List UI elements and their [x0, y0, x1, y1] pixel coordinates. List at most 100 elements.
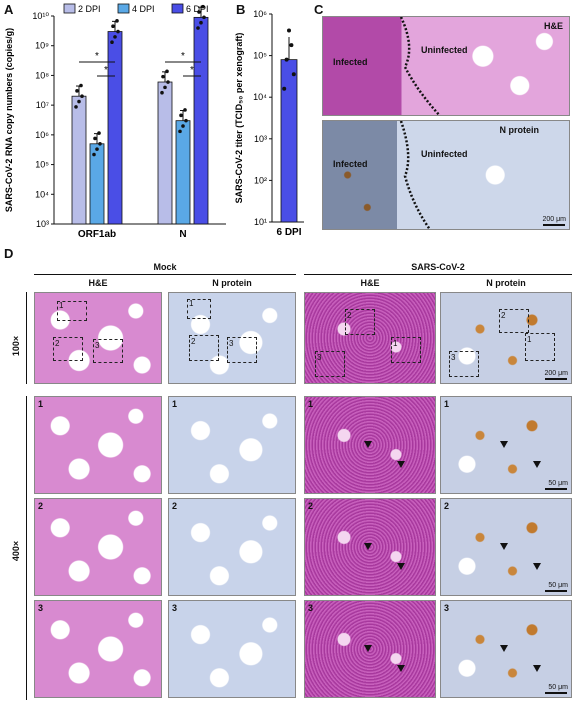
a-y-axis-label: SARS-CoV-2 RNA copy numbers (copies/g)	[4, 28, 14, 212]
a-bar	[157, 81, 173, 225]
arrowhead-marker	[397, 460, 406, 468]
d-400x-scale-label: 50 μm	[548, 480, 568, 487]
a-data-point	[111, 24, 115, 28]
a-data-point	[184, 118, 188, 123]
group-cov-header: SARS-CoV-2	[411, 262, 465, 272]
chart-a: 10³ 10⁴ 10⁵ 10⁶ 10⁷ 10⁸ 10⁹ 10¹⁰ SARS-CoV-2 RNA …	[4, 3, 226, 240]
cell-number: 2	[172, 501, 178, 511]
arrowhead-marker	[533, 664, 542, 672]
panel-c-scale-bar	[543, 224, 565, 226]
cell-number: 2	[308, 501, 314, 511]
a-data-point	[79, 83, 83, 88]
arrowhead-marker	[397, 562, 406, 570]
cell-number: 1	[444, 399, 450, 409]
a-sig-star: *	[95, 51, 99, 62]
b-category-label: 6 DPI	[276, 227, 301, 238]
a-data-point	[166, 80, 170, 84]
panel-c-np-image: N protein Infected Uninfected 200 μm	[322, 120, 570, 230]
b-data-point	[287, 28, 291, 33]
a-bar	[89, 143, 105, 225]
d-100x-scale-bar	[545, 378, 567, 380]
d-400x-cov-np-1: 1 50 μm	[440, 396, 572, 494]
b-y-axis-label: SARS-CoV-2 titer (TCID₅₀ per xenograft)	[234, 33, 244, 204]
cell-number: 1	[308, 399, 314, 409]
cell-number: 1	[172, 399, 178, 409]
a-data-point	[196, 26, 200, 30]
cell-number: 3	[38, 603, 44, 613]
d-400x-scale-label: 50 μm	[548, 684, 568, 691]
a-data-point	[74, 105, 78, 109]
d-400x-mock-he-2: 2	[34, 498, 162, 596]
row-400-rule	[26, 396, 27, 700]
arrowhead-marker	[500, 543, 509, 551]
cell-number: 3	[308, 603, 314, 613]
d-400x-cov-np-2: 2 50 μm	[440, 498, 572, 596]
d-400x-scale-bar	[545, 590, 567, 592]
panel-letter-a: A	[4, 2, 14, 17]
b-bar	[280, 59, 298, 223]
d-400x-mock-np-1: 1	[168, 396, 296, 494]
a-y-tick-label: 10⁹	[35, 41, 49, 51]
a-data-point	[113, 35, 117, 39]
a-y-tick-label: 10¹⁰	[32, 11, 49, 21]
row-label-400x: 400×	[11, 540, 21, 562]
b-y-tick-label: 10¹	[254, 217, 267, 227]
a-y-tick-label: 10⁵	[35, 160, 49, 170]
a-legend-swatch	[171, 3, 184, 14]
a-y-tick-label: 10³	[36, 219, 49, 229]
b-data-point	[289, 43, 294, 48]
a-data-point	[178, 129, 182, 134]
panel-letter-b: B	[236, 2, 246, 17]
col-header-mock-np: N protein	[212, 278, 252, 288]
arrowhead-marker	[397, 664, 406, 672]
cell-number: 2	[444, 501, 450, 511]
panel-c-infected-label: Infected	[333, 57, 368, 67]
a-bar	[71, 95, 87, 225]
a-legend-label: 6 DPI	[186, 4, 209, 14]
a-legend-swatch	[117, 3, 130, 14]
panel-c-he-image: H&E Infected Uninfected	[322, 16, 570, 116]
d-400x-scale-bar	[545, 692, 567, 694]
arrowhead-marker	[500, 645, 509, 653]
b-y-tick-label: 10⁴	[253, 92, 267, 102]
a-data-point	[202, 15, 206, 20]
panel-c-scale-label: 200 μm	[542, 216, 567, 223]
a-data-point	[98, 142, 102, 146]
a-legend-label: 2 DPI	[78, 4, 101, 14]
cell-number: 2	[38, 501, 44, 511]
row-100-rule	[26, 292, 27, 384]
b-data-point	[291, 72, 296, 77]
d-100x-cov-np: 2 1 3 200 μm	[440, 292, 572, 384]
d-400x-cov-np-3: 3 50 μm	[440, 600, 572, 698]
d-400x-cov-he-2: 2	[304, 498, 436, 596]
row-label-100x: 100×	[11, 335, 21, 357]
cell-number: 3	[444, 603, 450, 613]
a-data-point	[93, 136, 97, 141]
d-400x-cov-he-3: 3	[304, 600, 436, 698]
arrowhead-marker	[364, 645, 373, 653]
a-data-point	[115, 19, 119, 23]
a-data-point	[77, 99, 81, 104]
a-y-tick-label: 10⁷	[36, 100, 49, 110]
d-100x-scale-label: 200 μm	[544, 370, 569, 377]
a-data-point	[199, 20, 203, 25]
a-legend-label: 4 DPI	[132, 4, 155, 14]
arrowhead-marker	[533, 562, 542, 570]
d-100x-mock-he: 1 2 3	[34, 292, 162, 384]
a-data-point	[181, 124, 185, 128]
panel-letter-d: D	[4, 246, 14, 261]
panel-c-np-infected-label: Infected	[333, 159, 368, 169]
arrowhead-marker	[364, 543, 373, 551]
col-header-cov-np: N protein	[486, 278, 526, 288]
a-data-point	[179, 113, 183, 118]
d-400x-mock-he-3: 3	[34, 600, 162, 698]
a-sig-star: *	[190, 65, 194, 76]
a-y-tick-label: 10⁴	[35, 189, 49, 199]
a-data-point	[80, 94, 84, 98]
col-header-cov-he: H&E	[360, 278, 380, 288]
a-y-tick-label: 10⁸	[35, 70, 49, 80]
cell-number: 1	[38, 399, 44, 409]
a-legend-swatch	[63, 3, 76, 14]
cell-number: 3	[172, 603, 178, 613]
group-mock-header: Mock	[153, 262, 177, 272]
